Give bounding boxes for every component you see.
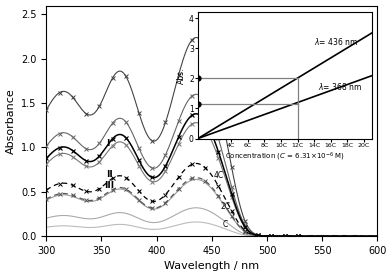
Text: II: II: [106, 170, 113, 179]
Y-axis label: Absorbance: Absorbance: [5, 88, 16, 154]
Text: 10C: 10C: [209, 97, 223, 106]
Text: I: I: [106, 138, 109, 148]
Text: C: C: [223, 220, 228, 229]
Y-axis label: Abs.: Abs.: [177, 67, 186, 84]
Text: $\lambda$= 436 nm: $\lambda$= 436 nm: [314, 37, 359, 47]
Text: $\lambda$= 368 nm: $\lambda$= 368 nm: [318, 81, 363, 93]
X-axis label: Concentration ($C$ = 6.31×10$^{-6}$ M): Concentration ($C$ = 6.31×10$^{-6}$ M): [225, 150, 345, 163]
Text: III: III: [104, 181, 114, 190]
Text: 14C: 14C: [201, 14, 216, 23]
Text: 2C: 2C: [221, 202, 230, 211]
Text: 4C: 4C: [214, 171, 224, 180]
X-axis label: Wavelength / nm: Wavelength / nm: [164, 261, 260, 271]
Text: 8C: 8C: [210, 128, 220, 137]
